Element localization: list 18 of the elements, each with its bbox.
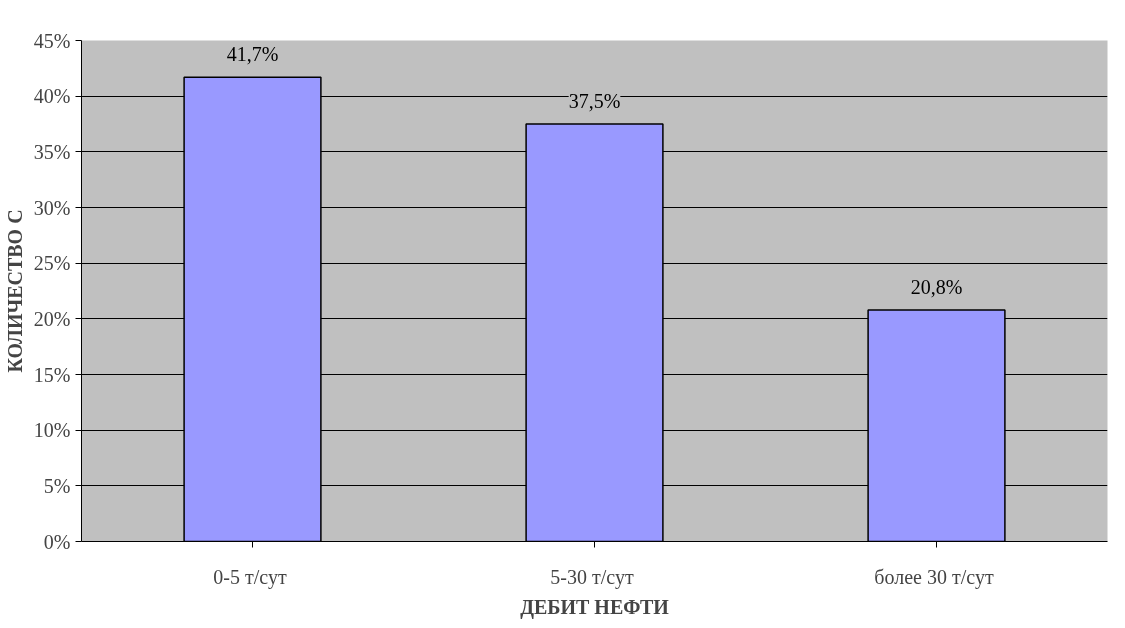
y-axis-title: КОЛИЧЕСТВО С bbox=[3, 209, 26, 373]
y-tick-label: 15% bbox=[33, 363, 71, 386]
data-label: 37,5% bbox=[568, 90, 621, 112]
y-tick-label: 25% bbox=[33, 252, 71, 275]
y-tick-label: 45% bbox=[33, 29, 71, 52]
y-tick-label: 20% bbox=[33, 307, 71, 330]
y-tick-label: 40% bbox=[33, 85, 71, 108]
y-tick-label: 10% bbox=[33, 419, 71, 442]
x-tick-label: более 30 т/сут bbox=[874, 565, 994, 589]
x-tick-label: 5-30 т/сут bbox=[550, 565, 634, 589]
x-axis-title: ДЕБИТ НЕФТИ bbox=[520, 595, 670, 619]
y-tick-label: 35% bbox=[33, 140, 71, 163]
data-label: 41,7% bbox=[226, 43, 279, 66]
y-tick-label: 0% bbox=[43, 530, 71, 553]
y-tick-label: 30% bbox=[33, 196, 71, 219]
y-tick-label: 5% bbox=[43, 474, 71, 497]
data-label: 20,8% bbox=[910, 275, 963, 298]
x-tick-label: 0-5 т/сут bbox=[213, 565, 287, 589]
